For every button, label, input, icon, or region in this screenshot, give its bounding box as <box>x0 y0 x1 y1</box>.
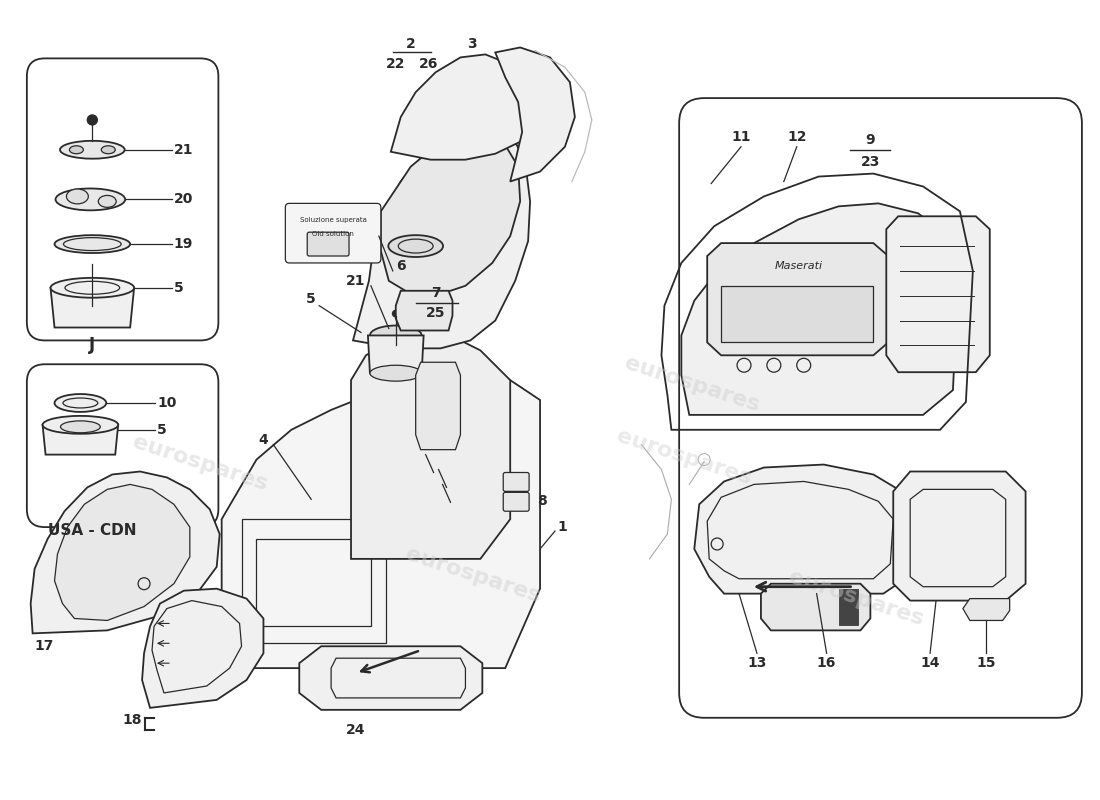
FancyBboxPatch shape <box>307 232 349 256</box>
Ellipse shape <box>388 235 443 257</box>
Ellipse shape <box>69 146 84 154</box>
Text: 7: 7 <box>431 286 440 300</box>
Polygon shape <box>390 54 530 160</box>
Polygon shape <box>893 471 1025 601</box>
Polygon shape <box>396 290 452 330</box>
Text: 8: 8 <box>537 494 547 508</box>
Text: Maserati: Maserati <box>774 261 823 271</box>
Polygon shape <box>353 122 530 348</box>
Polygon shape <box>761 584 870 630</box>
Ellipse shape <box>60 141 124 158</box>
Text: 16: 16 <box>817 656 836 670</box>
Polygon shape <box>962 598 1010 621</box>
Polygon shape <box>381 130 520 296</box>
Text: 21: 21 <box>346 274 365 288</box>
Text: 18: 18 <box>122 713 142 726</box>
Text: 12: 12 <box>786 130 806 144</box>
Text: 13: 13 <box>747 656 767 670</box>
Polygon shape <box>722 286 873 342</box>
Text: 5: 5 <box>157 422 167 437</box>
Polygon shape <box>681 203 958 415</box>
Ellipse shape <box>98 195 117 207</box>
Ellipse shape <box>43 416 118 434</box>
Text: eurospares: eurospares <box>130 432 270 495</box>
Text: J: J <box>89 336 96 354</box>
Text: 17: 17 <box>35 639 54 654</box>
Text: 25: 25 <box>426 306 446 320</box>
Text: 19: 19 <box>174 237 194 251</box>
Polygon shape <box>31 471 220 634</box>
Text: 21: 21 <box>174 142 194 157</box>
Text: USA - CDN: USA - CDN <box>48 522 136 538</box>
Text: 5: 5 <box>306 292 316 306</box>
Polygon shape <box>495 47 575 182</box>
Polygon shape <box>351 330 510 559</box>
Polygon shape <box>43 425 118 454</box>
FancyBboxPatch shape <box>285 203 381 263</box>
Polygon shape <box>299 646 482 710</box>
FancyBboxPatch shape <box>503 473 529 491</box>
Text: 2: 2 <box>406 38 416 51</box>
Text: eurospares: eurospares <box>614 426 755 489</box>
Text: 22: 22 <box>386 58 406 71</box>
Ellipse shape <box>370 326 421 346</box>
Text: eurospares: eurospares <box>786 567 926 630</box>
Text: 6: 6 <box>396 259 406 273</box>
Ellipse shape <box>101 146 116 154</box>
Polygon shape <box>707 243 889 355</box>
Polygon shape <box>222 370 540 668</box>
Text: 4: 4 <box>258 433 268 446</box>
Text: 5: 5 <box>174 281 184 294</box>
Text: Soluzione superata: Soluzione superata <box>299 218 366 223</box>
Text: 23: 23 <box>860 154 880 169</box>
Circle shape <box>87 115 97 125</box>
Text: 26: 26 <box>419 58 438 71</box>
FancyBboxPatch shape <box>503 492 529 511</box>
Circle shape <box>392 310 399 318</box>
Ellipse shape <box>66 189 88 204</box>
Text: 9: 9 <box>866 133 876 147</box>
Text: 20: 20 <box>174 193 194 206</box>
Polygon shape <box>142 589 264 708</box>
Text: 3: 3 <box>468 38 477 51</box>
Text: eurospares: eurospares <box>623 353 762 415</box>
Ellipse shape <box>55 235 130 253</box>
Ellipse shape <box>55 189 125 210</box>
Text: 14: 14 <box>921 656 939 670</box>
Polygon shape <box>55 485 190 621</box>
Polygon shape <box>367 335 424 373</box>
Text: 1: 1 <box>557 520 566 534</box>
Text: 10: 10 <box>157 396 176 410</box>
Text: 24: 24 <box>346 722 365 737</box>
Ellipse shape <box>60 421 100 433</box>
Text: eurospares: eurospares <box>404 543 543 606</box>
Text: Old solution: Old solution <box>312 231 354 237</box>
Polygon shape <box>694 465 913 594</box>
Ellipse shape <box>55 394 107 412</box>
Ellipse shape <box>51 278 134 298</box>
Polygon shape <box>51 288 134 327</box>
Text: 11: 11 <box>732 130 751 144</box>
Ellipse shape <box>370 366 421 381</box>
Text: 15: 15 <box>976 656 996 670</box>
Polygon shape <box>838 589 858 626</box>
Polygon shape <box>887 216 990 372</box>
Polygon shape <box>416 362 461 450</box>
